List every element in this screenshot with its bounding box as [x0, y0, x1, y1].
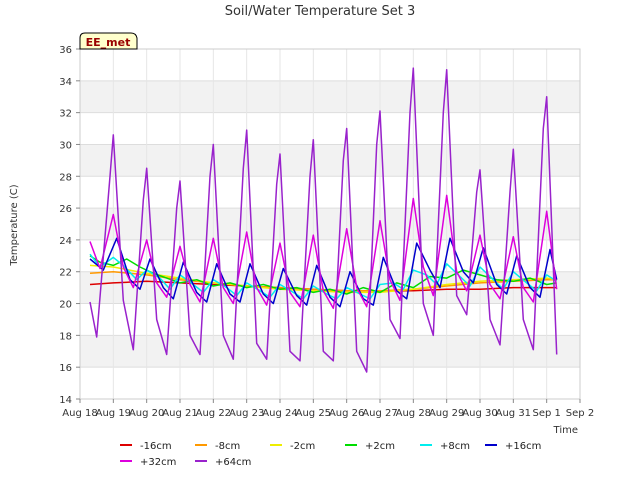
- legend-item: +64cm: [195, 457, 251, 468]
- x-tick-label: Sep 1: [532, 408, 560, 419]
- legend-item: -2cm: [270, 441, 315, 452]
- legend-label: +64cm: [215, 457, 251, 468]
- y-tick-label: 30: [59, 140, 72, 151]
- plot-band: [80, 49, 580, 81]
- annotation-box: [79, 32, 138, 50]
- series-line-64cm: [89, 67, 558, 373]
- annotation-text: EE_met: [86, 36, 131, 49]
- series-line-32cm: [89, 194, 558, 310]
- y-tick-label: 28: [59, 172, 72, 183]
- x-axis-label: Time: [553, 425, 578, 436]
- x-tick-label: Aug 20: [129, 408, 164, 419]
- x-tick-label: Aug 30: [462, 408, 497, 419]
- y-tick-label: 22: [59, 268, 72, 279]
- x-tick-label: Aug 23: [229, 408, 264, 419]
- legend-label: +8cm: [440, 441, 470, 452]
- x-tick-label: Aug 26: [329, 408, 364, 419]
- series-line-2cm: [89, 264, 557, 294]
- legend: -16cm -8cm -2cm +2cm +8cm +16cm +32cm +64cm: [120, 441, 541, 468]
- plot-band: [80, 80, 580, 113]
- plot-band: [80, 144, 580, 177]
- y-axis-ticks: 14 16 18 20 22 24 26 28 30 32 34 36: [59, 45, 80, 406]
- plot-band: [80, 239, 580, 272]
- legend-label: -16cm: [140, 441, 172, 452]
- x-tick-label: Aug 24: [262, 408, 297, 419]
- plot-bands: [80, 49, 580, 399]
- plot-band: [80, 303, 580, 336]
- plot-band: [80, 112, 580, 145]
- legend-item: +32cm: [120, 457, 176, 468]
- chart-title: Soil/Water Temperature Set 3: [225, 4, 416, 19]
- y-axis-label: Temperature (C): [9, 184, 20, 266]
- x-tick-label: Aug 27: [362, 408, 397, 419]
- y-tick-label: 34: [59, 77, 72, 88]
- x-tick-label: Aug 18: [62, 408, 97, 419]
- x-tick-label: Aug 31: [496, 408, 531, 419]
- series-line-8cm: [89, 253, 558, 300]
- x-tick-label: Aug 19: [96, 408, 131, 419]
- legend-label: +16cm: [505, 441, 541, 452]
- legend-item: -16cm: [120, 441, 172, 452]
- legend-item: +2cm: [345, 441, 395, 452]
- y-tick-label: 14: [59, 395, 72, 406]
- plot-band: [80, 208, 580, 240]
- x-tick-label: Aug 25: [296, 408, 331, 419]
- plot-band: [80, 176, 580, 209]
- legend-label: +2cm: [365, 441, 395, 452]
- y-tick-label: 18: [59, 331, 72, 342]
- legend-label: -2cm: [290, 441, 315, 452]
- y-tick-label: 32: [59, 109, 72, 120]
- x-tick-label: Aug 22: [196, 408, 231, 419]
- legend-label: -8cm: [215, 441, 240, 452]
- x-tick-label: Aug 29: [429, 408, 464, 419]
- legend-item: -8cm: [195, 441, 240, 452]
- legend-label: +32cm: [140, 457, 176, 468]
- y-tick-label: 26: [59, 204, 72, 215]
- series-layer: [89, 67, 558, 373]
- plot-band: [80, 335, 580, 368]
- y-tick-label: 16: [59, 363, 72, 374]
- plot-band: [80, 367, 580, 399]
- annotation-badge: EE_met: [79, 32, 138, 50]
- x-tick-label: Sep 2: [566, 408, 594, 419]
- legend-item: +16cm: [485, 441, 541, 452]
- y-tick-label: 24: [59, 236, 72, 247]
- x-tick-label: Aug 28: [396, 408, 431, 419]
- y-tick-label: 36: [59, 45, 72, 56]
- y-tick-label: 20: [59, 300, 72, 311]
- legend-item: +8cm: [420, 441, 470, 452]
- plot-frame: [79, 48, 581, 400]
- x-tick-label: Aug 21: [162, 408, 197, 419]
